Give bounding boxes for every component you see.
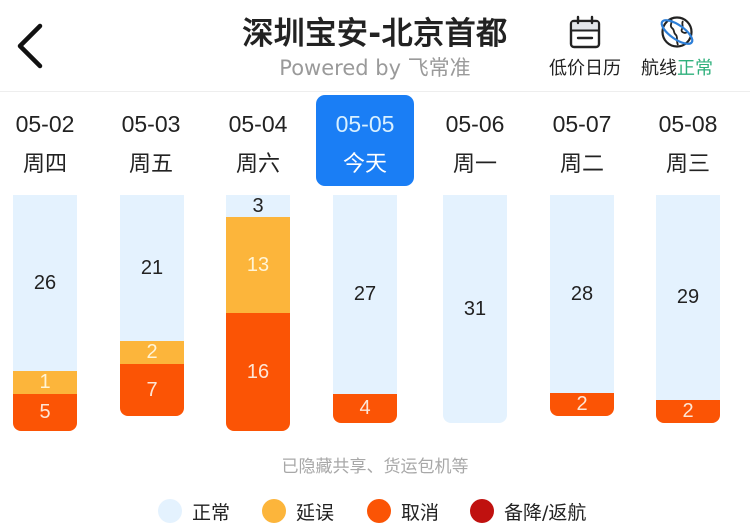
weekday-label: 周五	[128, 152, 173, 177]
back-button[interactable]	[10, 18, 54, 74]
date-tab-05-08[interactable]: 05-08 周三	[639, 95, 737, 186]
bar-05-05[interactable]: 27 4	[333, 195, 397, 423]
legend-item-cancel: 取消	[367, 497, 439, 525]
bar-segment-cancel: 4	[333, 394, 397, 423]
date-tab-05-06[interactable]: 05-06 周一	[426, 95, 524, 186]
bar-segment-cancel: 2	[656, 400, 720, 423]
bar-segment-normal: 28	[550, 195, 614, 393]
low-price-calendar-button[interactable]: 低价日历	[540, 14, 630, 84]
date-label: 05-02	[15, 111, 75, 137]
bar-05-02[interactable]: 26 1 5	[13, 195, 77, 431]
bar-segment-cancel: 16	[226, 313, 290, 431]
bar-05-04[interactable]: 3 13 16	[226, 195, 290, 431]
bar-segment-normal: 29	[656, 195, 720, 400]
bar-05-06[interactable]: 31	[443, 195, 507, 423]
flight-status-chart: 26 1 5 21 2 7 3 13 16 27 4 31 28 2 29 2	[0, 195, 750, 435]
globe-icon	[660, 16, 694, 48]
date-label: 05-05	[335, 111, 395, 137]
weekday-label: 周二	[559, 152, 604, 177]
bar-05-07[interactable]: 28 2	[550, 195, 614, 416]
date-label: 05-03	[121, 111, 181, 137]
date-label: 05-07	[552, 111, 612, 137]
date-tabs: 05-02 周四 05-03 周五 05-04 周六 05-05 今天 05-06 周一 05-07…	[0, 95, 750, 187]
bar-segment-cancel: 2	[550, 393, 614, 416]
legend-label: 延误	[296, 501, 335, 524]
weekday-label: 今天	[342, 152, 387, 177]
bar-segment-normal: 3	[226, 195, 290, 217]
bar-05-03[interactable]: 21 2 7	[120, 195, 184, 416]
bar-segment-normal: 21	[120, 195, 184, 341]
low-price-calendar-label: 低价日历	[549, 58, 621, 79]
legend-dot-icon	[367, 499, 391, 523]
date-tab-05-05[interactable]: 05-05 今天	[316, 95, 414, 186]
route-status-label: 航线正常	[632, 54, 722, 80]
legend-label: 备降/返航	[504, 501, 587, 524]
bar-segment-normal: 31	[443, 195, 507, 423]
legend-dot-icon	[158, 499, 182, 523]
legend-dot-icon	[470, 499, 494, 523]
weekday-label: 周一	[452, 152, 497, 177]
powered-by-subtitle: Powered by 飞常准	[279, 56, 471, 80]
bar-segment-normal: 26	[13, 195, 77, 371]
bar-05-08[interactable]: 29 2	[656, 195, 720, 423]
page-title: 深圳宝安-北京首都	[242, 16, 508, 52]
calendar-icon	[569, 15, 601, 49]
chevron-left-icon	[17, 23, 43, 69]
bar-segment-cancel: 7	[120, 364, 184, 416]
legend-label: 正常	[192, 501, 231, 524]
date-label: 05-06	[445, 111, 505, 137]
bar-segment-delay: 13	[226, 217, 290, 313]
route-status-badge: 正常	[677, 58, 713, 79]
date-tab-05-04[interactable]: 05-04 周六	[209, 95, 307, 186]
weekday-label: 周六	[235, 152, 280, 177]
header-divider	[0, 91, 750, 92]
weekday-label: 周四	[22, 152, 67, 177]
date-label: 05-04	[228, 111, 288, 137]
date-label: 05-08	[658, 111, 718, 137]
legend-item-divert: 备降/返航	[470, 497, 586, 525]
route-label: 航线	[641, 58, 677, 79]
date-tab-05-07[interactable]: 05-07 周二	[533, 95, 631, 186]
chart-legend: 正常 延误 取消 备降/返航	[0, 497, 750, 525]
bar-segment-delay: 1	[13, 371, 77, 394]
legend-item-delay: 延误	[262, 497, 334, 525]
bar-segment-delay: 2	[120, 341, 184, 364]
bar-segment-normal: 27	[333, 195, 397, 394]
date-tab-05-03[interactable]: 05-03 周五	[102, 95, 200, 186]
bar-segment-cancel: 5	[13, 394, 77, 431]
legend-item-normal: 正常	[158, 497, 230, 525]
route-status-button[interactable]: 航线正常	[632, 14, 722, 84]
header: 深圳宝安-北京首都 Powered by 飞常准 低价日历 航线正常	[0, 0, 750, 92]
legend-dot-icon	[262, 499, 286, 523]
weekday-label: 周三	[665, 152, 710, 177]
date-tab-05-02[interactable]: 05-02 周四	[0, 95, 94, 186]
hidden-flights-note: 已隐藏共享、货运包机等	[281, 457, 469, 477]
legend-label: 取消	[401, 501, 440, 524]
